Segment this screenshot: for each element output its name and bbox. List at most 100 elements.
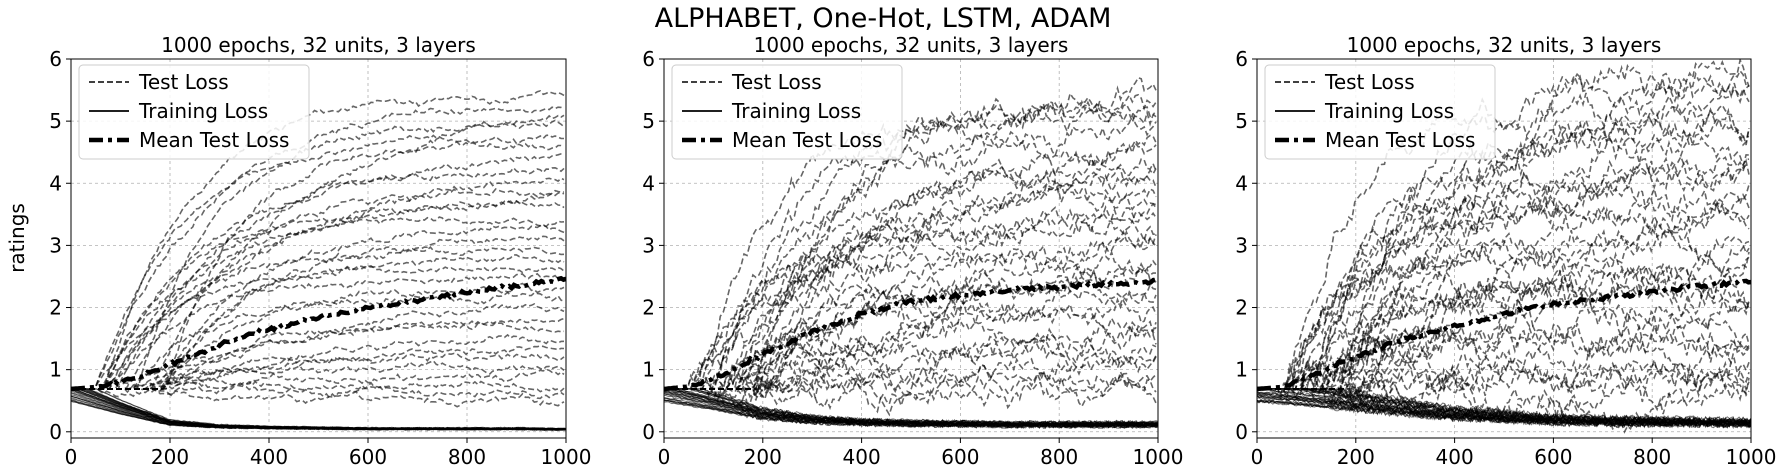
y-tick-label: 3: [642, 233, 655, 257]
legend-label: Training Loss: [731, 99, 861, 123]
test-loss-run: [664, 76, 1157, 390]
training-loss-run: [71, 388, 566, 430]
test-loss-run: [71, 272, 565, 390]
test-loss-run: [71, 89, 565, 390]
training-loss-run: [71, 388, 566, 431]
test-loss-run: [664, 93, 1157, 392]
test-loss-run: [71, 106, 565, 390]
training-loss-run: [71, 388, 566, 431]
test-loss-run: [71, 192, 565, 390]
mean-test-loss-line: [664, 277, 1158, 392]
test-loss-run: [1257, 107, 1750, 394]
y-tick-label: 3: [49, 233, 62, 257]
chart-panel-2: 0 200 400 600 800 1000 0 1 2 3 4 5 6 1000 epochs, 32 …: [642, 33, 1183, 469]
y-tick-label: 0: [1235, 420, 1248, 444]
test-loss-run: [71, 134, 565, 390]
x-tick-label: 600: [1534, 445, 1572, 469]
legend-label: Mean Test Loss: [139, 128, 289, 152]
axes-frame: [70, 58, 567, 439]
training-loss-run: [71, 388, 566, 430]
y-tick-label: 6: [49, 47, 62, 71]
test-loss-run: [664, 244, 1156, 390]
training-loss-run: [71, 388, 566, 431]
training-loss-run: [71, 388, 566, 430]
x-tick-label: 0: [1251, 445, 1264, 469]
training-loss-run: [71, 388, 566, 430]
y-tick-label: 0: [49, 420, 62, 444]
training-loss-run: [71, 388, 566, 431]
test-loss-run: [664, 302, 1157, 398]
y-tick-label: 1: [1235, 358, 1248, 382]
training-loss-run: [71, 388, 566, 430]
plot-area: [1257, 59, 1751, 434]
y-tick-label: 6: [642, 47, 655, 71]
test-loss-run: [1257, 131, 1750, 393]
legend: Test Loss Training Loss Mean Test Loss: [1264, 64, 1496, 160]
test-loss-run: [71, 141, 565, 390]
test-loss-run: [1257, 118, 1750, 390]
y-tick-label: 4: [642, 171, 655, 195]
axes-frame: [663, 58, 1159, 439]
training-loss-run: [71, 388, 566, 431]
test-loss-run: [71, 317, 565, 390]
legend-label: Training Loss: [138, 99, 268, 123]
test-loss-run: [664, 374, 1157, 417]
test-loss-run: [664, 206, 1157, 390]
test-loss-run: [71, 188, 564, 391]
y-tick-label: 5: [49, 109, 62, 133]
y-tick-label: 3: [1235, 233, 1248, 257]
mean-test-loss-line: [1257, 277, 1751, 392]
test-loss-run: [664, 297, 1157, 392]
training-loss-run: [1257, 399, 1751, 429]
x-tick-label: 200: [1337, 445, 1375, 469]
x-tick-label: 1000: [541, 445, 592, 469]
y-tick-label: 5: [1235, 109, 1248, 133]
legend-label: Test Loss: [138, 70, 229, 94]
training-loss-run: [71, 388, 566, 430]
test-loss-run: [1257, 322, 1750, 390]
legend: Test Loss Training Loss Mean Test Loss: [78, 64, 310, 160]
x-tick-label: 0: [65, 445, 78, 469]
legend-label: Test Loss: [731, 70, 822, 94]
training-loss-run: [71, 388, 566, 430]
test-loss-run: [664, 202, 1157, 390]
training-loss-run: [1257, 391, 1751, 428]
training-loss-run: [71, 390, 566, 431]
plot-area: [71, 89, 566, 432]
test-loss-run: [1257, 173, 1750, 397]
test-loss-run: [664, 259, 1157, 390]
test-loss-run: [664, 155, 1157, 390]
y-tick-label: 0: [642, 420, 655, 444]
test-loss-run: [71, 384, 565, 400]
training-loss-run: [71, 388, 566, 430]
y-tick-label: 2: [642, 296, 655, 320]
test-loss-run: [71, 368, 565, 391]
test-loss-run: [664, 353, 1157, 394]
training-loss-run: [71, 388, 566, 431]
x-tick-label: 1000: [1133, 445, 1184, 469]
test-loss-run: [664, 171, 1157, 398]
training-loss-run: [1257, 388, 1751, 425]
test-loss-run: [664, 327, 1157, 397]
training-loss-run: [71, 388, 566, 431]
test-loss-run: [71, 245, 565, 390]
panel-title: 1000 epochs, 32 units, 3 layers: [161, 33, 476, 57]
test-loss-run: [664, 134, 1157, 390]
test-loss-run: [1257, 220, 1750, 402]
test-loss-run: [71, 200, 565, 390]
test-loss-run: [71, 345, 565, 390]
y-tick-label: 2: [49, 296, 62, 320]
chart-panel-3: 0 200 400 600 800 1000 0 1 2 3 4 5 6 1000 epochs, 32 …: [1235, 33, 1776, 469]
x-tick-label: 400: [843, 445, 881, 469]
test-loss-run: [71, 216, 565, 390]
y-tick-label: 4: [1235, 171, 1248, 195]
y-tick-label: 2: [1235, 296, 1248, 320]
legend: Test Loss Training Loss Mean Test Loss: [671, 64, 903, 160]
x-tick-label: 800: [1040, 445, 1078, 469]
x-tick-label: 200: [151, 445, 189, 469]
x-tick-label: 200: [744, 445, 782, 469]
x-tick-label: 800: [448, 445, 486, 469]
x-tick-label: 400: [1436, 445, 1474, 469]
legend-label: Mean Test Loss: [732, 128, 882, 152]
